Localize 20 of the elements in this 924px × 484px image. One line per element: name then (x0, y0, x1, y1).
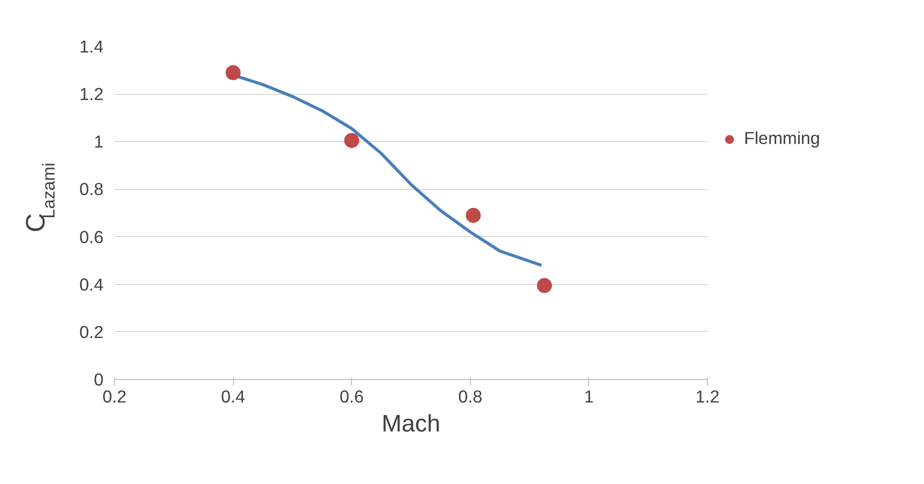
y-tick-label: 0.4 (79, 274, 104, 294)
point (466, 208, 481, 223)
legend-label: Flemming (744, 128, 820, 149)
y-tick-label: 0.6 (79, 226, 104, 247)
y-tick-label: 1.4 (79, 36, 104, 56)
x-tick-label: 0.4 (221, 386, 246, 406)
y-tick-label: 1 (94, 132, 104, 152)
y-tick-label: 0.8 (79, 179, 104, 200)
point (344, 132, 360, 148)
y-tick-label: 0 (94, 370, 104, 390)
x-tick-label: 1.2 (695, 386, 720, 406)
y-tick-label: 0.2 (79, 322, 104, 342)
y-axis-title: CLazami (20, 162, 58, 232)
x-tick-label: 1 (584, 386, 594, 406)
x-tick-label: 0.6 (340, 386, 364, 406)
point (536, 278, 552, 294)
x-axis-title: Mach (382, 410, 440, 438)
point (226, 65, 241, 80)
x-tick-label: 0.8 (458, 386, 482, 406)
y-tick-label: 1.2 (79, 84, 104, 104)
